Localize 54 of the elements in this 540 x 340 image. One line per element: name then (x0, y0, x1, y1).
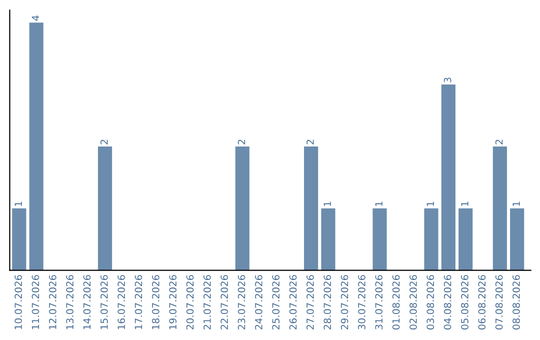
data-label: 3 (444, 78, 452, 82)
data-label: 2 (100, 140, 108, 144)
x-tick-label: 30.07.2026 (358, 275, 366, 330)
data-label: 2 (306, 140, 314, 144)
bar (372, 208, 387, 270)
x-tick-label: 11.07.2026 (32, 275, 40, 330)
x-tick-label: 02.08.2026 (410, 275, 417, 330)
x-tick-label: 05.08.2026 (461, 275, 468, 330)
data-label: 1 (375, 202, 382, 206)
data-label: 1 (461, 202, 468, 206)
x-tick-label: 14.07.2026 (83, 275, 91, 330)
bar (424, 208, 438, 270)
data-label: 1 (512, 202, 520, 206)
x-tick-label: 28.07.2026 (324, 275, 332, 330)
x-tick-label: 16.07.2026 (118, 275, 125, 330)
x-tick-label: 04.08.2026 (444, 275, 452, 330)
x-tick-label: 24.07.2026 (255, 275, 262, 330)
bar (441, 84, 456, 270)
x-tick-label: 20.07.2026 (186, 275, 194, 330)
x-tick-label: 25.07.2026 (272, 275, 280, 330)
x-tick-label: 17.07.2026 (134, 275, 142, 330)
data-label: 1 (14, 202, 22, 206)
x-tick-label: 21.07.2026 (203, 275, 211, 330)
x-tick-label: 23.07.2026 (238, 275, 246, 330)
data-label: 4 (32, 16, 40, 21)
x-tick-label: 26.07.2026 (289, 275, 297, 330)
x-tick-label: 03.08.2026 (426, 275, 434, 330)
x-tick-label: 31.07.2026 (375, 275, 383, 330)
bar (510, 208, 524, 270)
x-tick-label: 22.07.2026 (220, 275, 228, 330)
x-tick-label: 27.07.2026 (306, 275, 314, 330)
x-tick-label: 29.07.2026 (340, 275, 348, 330)
data-label: 1 (426, 202, 434, 206)
x-tick-label: 13.07.2026 (66, 275, 74, 330)
data-label: 2 (238, 140, 246, 144)
x-tick-label: 10.07.2026 (14, 275, 22, 330)
x-tick-label: 01.08.2026 (392, 275, 400, 330)
bar (321, 208, 336, 270)
x-tick-label: 12.07.2026 (48, 275, 56, 330)
bar (29, 22, 44, 270)
bar (492, 146, 507, 270)
x-tick-label: 19.07.2026 (169, 275, 177, 330)
x-tick-label: 07.08.2026 (495, 275, 503, 330)
x-tick-label: 15.07.2026 (100, 275, 108, 330)
x-tick-label: 18.07.2026 (152, 275, 160, 330)
bar (304, 146, 318, 270)
bar (235, 146, 250, 270)
bar (98, 146, 112, 270)
bar (12, 208, 26, 270)
x-tick-label: 06.08.2026 (478, 275, 486, 330)
x-tick-label: 08.08.2026 (512, 275, 520, 330)
data-label: 1 (324, 202, 331, 206)
bar (458, 208, 473, 270)
data-label: 2 (495, 140, 503, 144)
